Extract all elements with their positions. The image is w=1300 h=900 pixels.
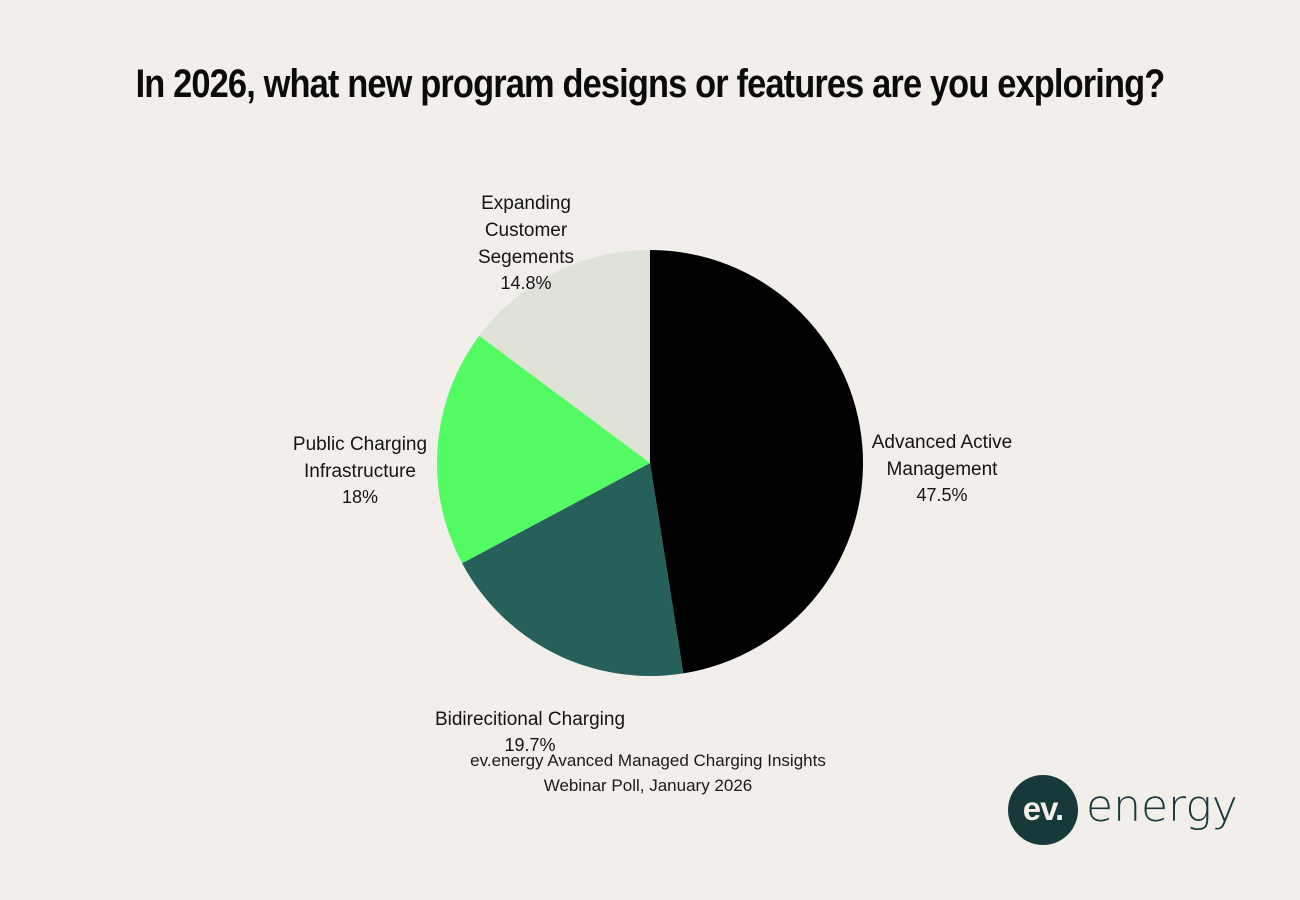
ev-energy-logo: ev. energy bbox=[1008, 775, 1248, 845]
source-line-2: Webinar Poll, January 2026 bbox=[543, 776, 753, 795]
slice-label-text: Bidirecitional Charging bbox=[434, 709, 626, 730]
logo-wordmark: energy bbox=[1086, 781, 1238, 832]
slice-value-label: 47.5% bbox=[916, 485, 968, 505]
slice-label-expanding-customer-segments: Expanding Customer Segements 14.8% bbox=[436, 163, 616, 322]
slice-label-public-charging-infrastructure: Public Charging Infrastructure 18% bbox=[260, 404, 460, 536]
pie-slice-3 bbox=[479, 250, 650, 463]
chart-title: In 2026, what new program designs or fea… bbox=[135, 62, 1166, 106]
source-note: ev.energy Avanced Managed Charging Insig… bbox=[448, 748, 848, 798]
slice-label-text: Public Charging Infrastructure bbox=[292, 434, 428, 482]
logo-mark: ev. bbox=[1008, 775, 1078, 845]
pie-slice-0 bbox=[650, 250, 864, 674]
slice-value-label: 19.7% bbox=[504, 735, 556, 755]
source-line-1: ev.energy Avanced Managed Charging Insig… bbox=[470, 751, 826, 770]
slice-label-advanced-active-management: Advanced Active Management 47.5% bbox=[842, 402, 1042, 534]
slice-label-text: Advanced Active Management bbox=[871, 432, 1013, 480]
slice-label-bidirectional-charging: Bidirecitional Charging 19.7% bbox=[400, 679, 660, 784]
pie-slice-1 bbox=[462, 463, 684, 677]
slice-label-text: Expanding Customer Segements bbox=[477, 193, 575, 268]
slice-value-label: 18% bbox=[341, 487, 379, 507]
slice-value-label: 14.8% bbox=[500, 273, 552, 293]
pie-slice-2 bbox=[437, 335, 650, 564]
